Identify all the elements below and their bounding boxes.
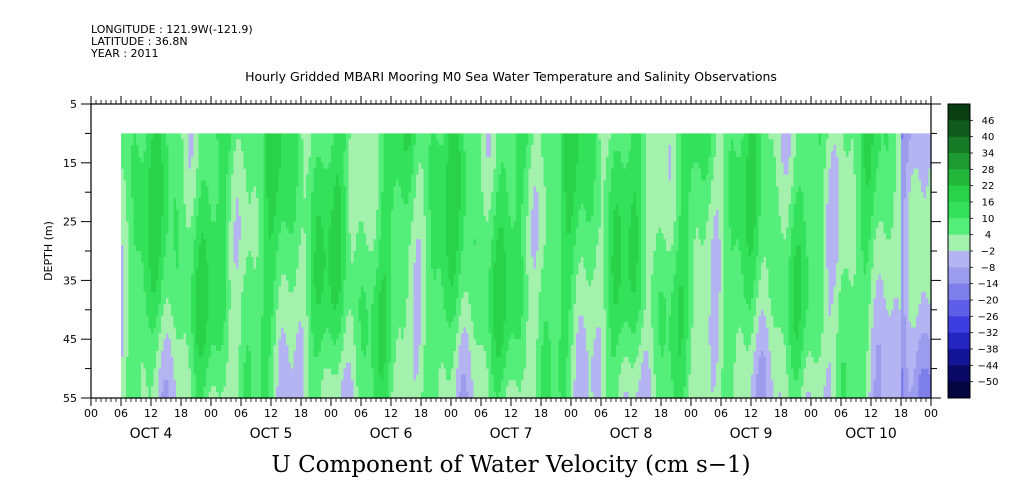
colorbar-swatch	[948, 332, 970, 350]
hour-tick-label: 06	[354, 407, 368, 420]
colorbar-swatch	[948, 169, 970, 187]
colorbar-swatch	[948, 185, 970, 203]
hour-tick-label: 00	[924, 407, 938, 420]
colorbar-swatch	[948, 218, 970, 236]
hour-tick-label: 18	[294, 407, 308, 420]
station-info: LONGITUDE : 121.9W(-121.9) LATITUDE : 36…	[91, 24, 253, 60]
colorbar-label: 46	[982, 116, 995, 127]
colorbar-swatch	[948, 153, 970, 170]
longitude-label: LONGITUDE : 121.9W(-121.9)	[91, 23, 253, 36]
y-tick-label: 25	[63, 216, 77, 229]
day-label: OCT 10	[845, 426, 897, 442]
colorbar-label: −50	[977, 377, 998, 388]
y-tick-label: 35	[63, 274, 77, 287]
day-label: OCT 5	[250, 426, 293, 442]
colorbar-swatch	[948, 316, 970, 334]
colorbar-swatch	[948, 283, 970, 301]
colorbar-label: 16	[982, 198, 995, 209]
hour-tick-label: 06	[234, 407, 248, 420]
colorbar-label: −44	[977, 361, 998, 372]
hour-tick-label: 00	[84, 407, 98, 420]
y-tick-label: 5	[70, 98, 77, 111]
colorbar-swatch	[948, 202, 970, 219]
variable-title: U Component of Water Velocity (cm s−1)	[271, 452, 751, 478]
hour-tick-label: 06	[714, 407, 728, 420]
hour-tick-label: 18	[894, 407, 908, 420]
colorbar-swatch	[948, 136, 970, 154]
hour-tick-label: 06	[114, 407, 128, 420]
hour-tick-label: 18	[774, 407, 788, 420]
hour-tick-label: 00	[564, 407, 578, 420]
colorbar-label: −26	[977, 312, 998, 323]
heatmap-cells	[121, 133, 932, 399]
colorbar-label: 10	[982, 214, 995, 225]
colorbar-label: −20	[977, 296, 998, 307]
colorbar-swatch	[948, 267, 970, 285]
hour-tick-label: 00	[444, 407, 458, 420]
day-label: OCT 7	[490, 426, 533, 442]
hour-tick-label: 18	[174, 407, 188, 420]
day-label: OCT 9	[730, 426, 773, 442]
hour-tick-label: 00	[684, 407, 698, 420]
hour-tick-label: 12	[864, 407, 878, 420]
hour-tick-label: 06	[594, 407, 608, 420]
hour-tick-label: 18	[654, 407, 668, 420]
colorbar-swatch	[948, 120, 970, 138]
colorbar-label: 28	[982, 165, 995, 176]
y-tick-label: 15	[63, 157, 77, 170]
day-label: OCT 6	[370, 426, 413, 442]
hour-tick-label: 00	[324, 407, 338, 420]
y-tick-label: 45	[63, 333, 77, 346]
hour-tick-label: 18	[414, 407, 428, 420]
plot-title: Hourly Gridded MBARI Mooring M0 Sea Wate…	[245, 69, 777, 84]
colorbar-label: −14	[977, 279, 998, 290]
colorbar-swatch	[948, 365, 970, 383]
colorbar-swatch	[948, 104, 970, 121]
hour-tick-label: 00	[204, 407, 218, 420]
colorbar-label: −2	[981, 247, 996, 258]
hour-tick-label: 12	[384, 407, 398, 420]
hour-tick-label: 12	[144, 407, 158, 420]
hour-tick-label: 18	[534, 407, 548, 420]
hour-tick-label: 12	[264, 407, 278, 420]
hour-tick-label: 06	[834, 407, 848, 420]
colorbar-label: −8	[981, 263, 996, 274]
colorbar-label: 4	[985, 230, 991, 241]
y-tick-label: 55	[63, 392, 77, 405]
colorbar-label: 40	[982, 132, 995, 143]
y-axis-label: DEPTH (m)	[42, 221, 55, 281]
colorbar-swatch	[948, 381, 970, 399]
colorbar-swatch	[948, 300, 970, 317]
latitude-label: LATITUDE : 36.8N	[91, 35, 188, 48]
colorbar-swatch	[948, 349, 970, 366]
hour-tick-label: 00	[804, 407, 818, 420]
day-label: OCT 8	[610, 426, 653, 442]
year-label: YEAR : 2011	[91, 47, 159, 60]
hour-tick-label: 12	[744, 407, 758, 420]
hour-tick-label: 12	[624, 407, 638, 420]
colorbar-label: 34	[982, 149, 995, 160]
colorbar-swatch	[948, 251, 970, 268]
colorbar-swatch	[948, 234, 970, 252]
hour-tick-label: 06	[474, 407, 488, 420]
colorbar-label: 22	[982, 181, 995, 192]
hour-tick-label: 12	[504, 407, 518, 420]
colorbar-label: −38	[977, 345, 998, 356]
colorbar-label: −32	[977, 328, 998, 339]
day-label: OCT 4	[130, 426, 173, 442]
